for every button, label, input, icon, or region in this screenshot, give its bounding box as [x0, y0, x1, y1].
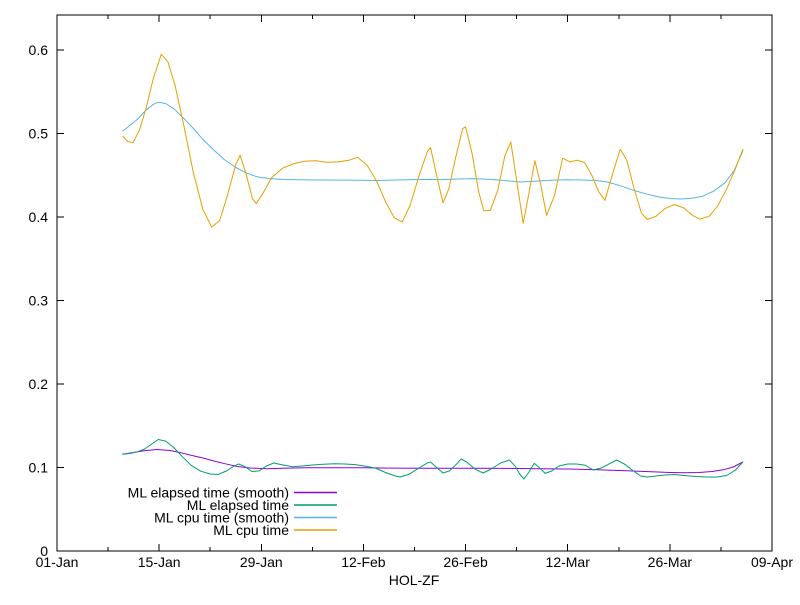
x-axis-tick-label: 26-Feb	[443, 554, 488, 570]
x-axis-tick-label: 15-Jan	[138, 554, 181, 570]
x-axis-tick-label: 09-Apr	[751, 554, 793, 570]
chart-plot-area: 0 0.1 0.2 0.3 0.4 0.5 0.6 01-Jan 15-Jan 29-Jan 12-…	[29, 14, 793, 570]
y-axis-tick-label: 0	[40, 543, 48, 559]
x-axis-tick-label: 12-Feb	[341, 554, 386, 570]
legend-label-ml-cpu-time: ML cpu time	[213, 522, 289, 538]
series-line-ml-cpu-time-smooth	[122, 101, 744, 200]
y-axis-tick-label: 0.6	[29, 42, 49, 58]
legend-label-ml-elapsed-time-smooth: ML elapsed time (smooth)	[128, 485, 289, 501]
x-axis-title: HOL-ZF	[389, 572, 440, 588]
series-line-ml-cpu-time	[122, 53, 744, 228]
y-axis-tick-label: 0.1	[29, 460, 49, 476]
legend-label-ml-elapsed-time: ML elapsed time	[187, 497, 289, 513]
y-axis-tick-label: 0.4	[29, 209, 49, 225]
x-axis-tick-label: 26-Mar	[648, 554, 693, 570]
x-axis-tick-label: 29-Jan	[240, 554, 283, 570]
x-axis-tick-label: 01-Jan	[36, 554, 79, 570]
legend-label-ml-cpu-time-smooth: ML cpu time (smooth)	[154, 510, 289, 526]
y-axis-tick-label: 0.3	[29, 293, 49, 309]
x-axis-tick-label: 12-Mar	[546, 554, 591, 570]
series-line-ml-elapsed-time	[122, 439, 744, 480]
y-axis-tick-label: 0.5	[29, 126, 49, 142]
y-axis-tick-label: 0.2	[29, 376, 49, 392]
series-line-ml-elapsed-time-smooth	[122, 449, 744, 474]
